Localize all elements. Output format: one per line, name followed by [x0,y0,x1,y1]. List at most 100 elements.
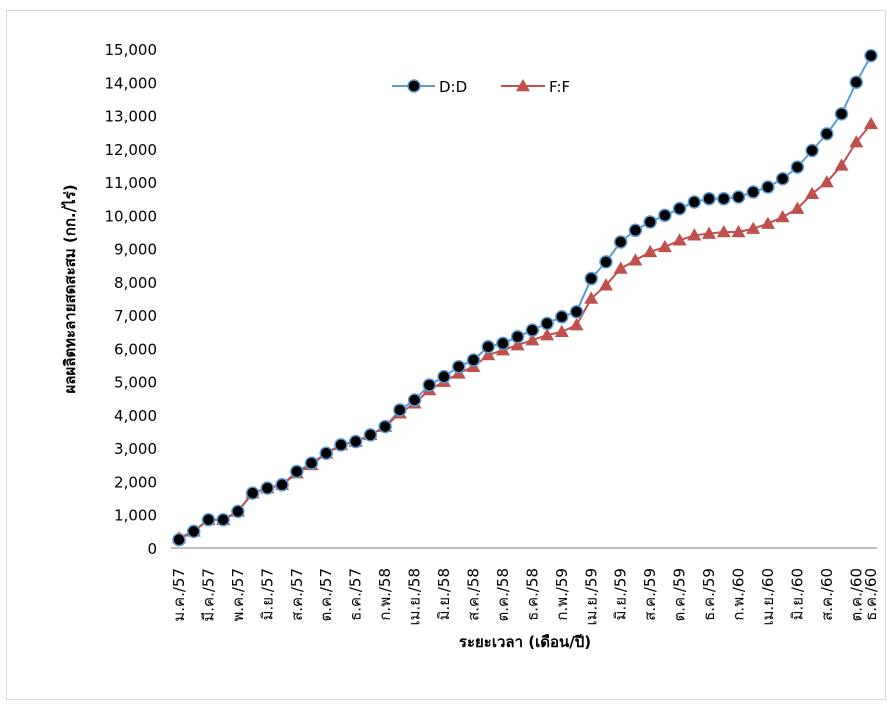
x-tick-label: ต.ค./58 [494,568,512,621]
y-tick-label: 9,000 [114,241,157,259]
point-dd [481,339,495,354]
point-dd [245,486,260,500]
point-dd [687,195,702,209]
x-tick-label: ส.ค./57 [288,568,306,621]
y-tick-label: 5,000 [114,374,157,392]
point-dd [275,478,289,492]
point-dd [672,201,687,216]
point-dd [334,438,348,452]
x-tick-label: ต.ค./59 [671,568,689,621]
point-dd [569,305,584,319]
point-ff [643,244,658,258]
x-tick-label: ต.ค./57 [317,568,335,621]
point-ff [716,224,731,238]
x-tick-label: ต.ค./60 [847,568,865,621]
y-tick-label: 10,000 [105,207,158,225]
point-dd [393,403,407,417]
point-dd [201,512,216,527]
point-dd [466,353,481,367]
point-dd [319,446,333,460]
point-dd [216,512,230,527]
point-ff [687,228,702,241]
x-axis-ticks: ม.ค./57 มี.ค./57 พ.ค./57 มิ.ย./57 ส.ค./57 ต.ค… [170,568,880,625]
point-ff [746,221,761,234]
x-tick-label: มี.ค./57 [199,568,217,622]
y-tick-label: 11,000 [105,174,158,192]
point-dd [186,524,201,539]
point-ff [613,261,628,274]
x-tick-label: ก.พ./58 [376,568,394,621]
point-ff [702,226,717,239]
y-axis-ticks: 0 1,000 2,000 3,000 4,000 5,000 6,000 7,000 8,00… [105,41,158,558]
point-dd [407,393,422,407]
x-tick-label: ก.พ./60 [729,568,747,621]
point-ff [731,224,746,238]
y-tick-label: 12,000 [105,141,158,159]
point-dd [363,428,378,442]
x-tick-label: เม.ย./60 [759,568,777,625]
point-dd [172,532,186,547]
legend-label-dd: D:D [439,78,467,96]
point-dd [599,255,613,269]
point-dd [260,481,275,495]
point-dd [451,359,466,374]
point-ff [760,216,775,229]
point-ff [849,135,864,148]
point-dd [864,48,878,63]
point-dd [790,160,805,174]
x-axis-title: ระยะเวลา (เดือน/ปี) [459,633,591,651]
point-ff [481,348,496,361]
point-dd [437,369,451,384]
point-dd [761,180,775,194]
y-tick-label: 4,000 [114,407,157,425]
point-dd [849,75,864,90]
x-tick-label: ส.ค./60 [818,568,836,621]
line-chart: 0 1,000 2,000 3,000 4,000 5,000 6,000 7,000 8,00… [60,41,880,651]
chart-frame: 0 1,000 2,000 3,000 4,000 5,000 6,000 7,000 8,00… [6,10,886,700]
legend-label-ff: F:F [549,78,570,96]
point-ff [834,158,849,171]
point-dd [231,504,245,519]
y-tick-label: 13,000 [105,108,158,126]
point-ff [569,318,584,331]
point-dd [584,271,599,286]
y-tick-label: 15,000 [105,41,158,59]
point-dd [717,191,731,206]
y-tick-label: 0 [147,540,157,558]
point-dd [820,127,834,141]
y-tick-label: 6,000 [114,340,157,358]
y-tick-label: 2,000 [114,473,157,491]
y-tick-label: 1,000 [114,507,157,525]
point-dd [540,316,554,331]
point-ff [790,201,805,214]
legend-marker-ff [516,79,530,92]
y-axis-title: ผลผลิตทะลายสดสะสม (กก./ไร่) [60,184,79,393]
point-dd [628,223,643,238]
point-dd [834,107,849,121]
x-tick-label: ส.ค./58 [464,568,482,621]
point-ff [805,186,820,199]
point-ff [864,116,878,130]
point-ff [672,233,687,246]
x-tick-label: ธ.ค./57 [347,568,365,621]
x-tick-label: ม.ค./57 [170,568,188,622]
point-ff [628,253,643,266]
point-dd [378,419,392,434]
x-tick-label: มิ.ย./57 [258,568,276,620]
y-tick-label: 8,000 [114,274,157,292]
x-tick-label: ก.พ./59 [553,568,571,621]
point-dd [304,456,319,470]
series-line-dd [178,55,872,541]
x-tick-label: มิ.ย./58 [435,568,453,620]
point-dd [775,171,790,186]
point-ff [554,324,569,338]
point-ff [540,328,555,341]
y-tick-label: 3,000 [114,440,157,458]
point-dd [658,208,672,223]
point-ff [598,278,613,291]
point-dd [525,323,540,337]
point-dd [290,464,304,479]
x-tick-label: ธ.ค./58 [523,568,541,621]
y-tick-label: 14,000 [105,74,158,92]
point-ff [525,333,540,346]
